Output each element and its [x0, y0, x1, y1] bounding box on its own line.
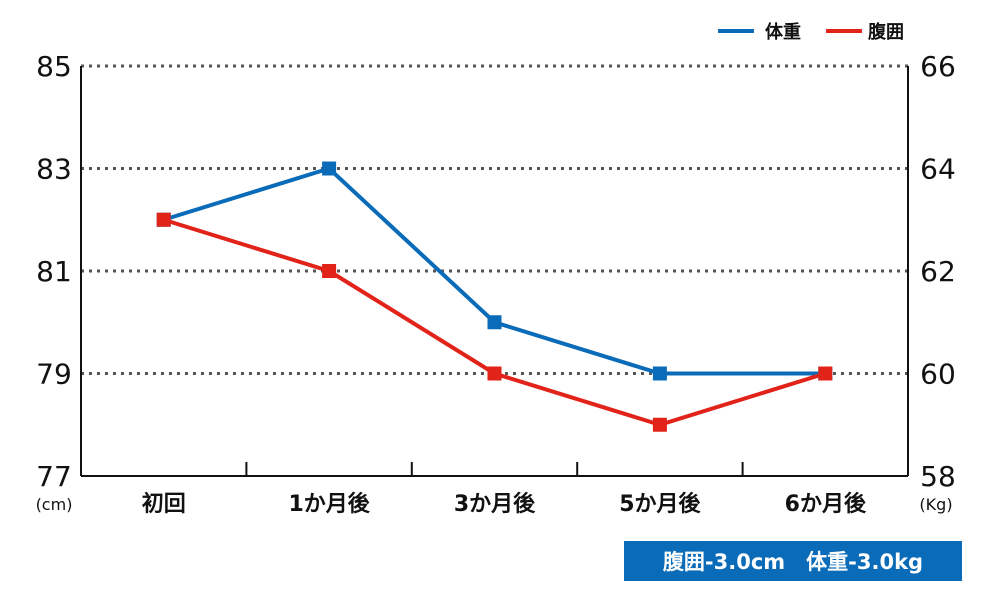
left-axis-unit: (cm): [36, 495, 73, 514]
left-tick-label: 77: [36, 460, 72, 493]
category-label: 6か月後: [785, 491, 867, 517]
legend: 体重 腹囲: [718, 21, 904, 43]
data-point: [487, 366, 502, 381]
right-tick-label: 64: [920, 153, 956, 186]
series-layer: [156, 161, 833, 432]
data-point: [322, 161, 337, 176]
category-label: 3か月後: [454, 491, 536, 517]
left-tick-label: 81: [36, 255, 72, 288]
right-tick-labels: 66 64 62 60 58: [920, 50, 956, 493]
left-tick-label: 83: [36, 153, 72, 186]
right-tick-label: 66: [920, 50, 956, 83]
category-labels: 初回 1か月後 3か月後 5か月後 6か月後: [142, 491, 867, 517]
right-tick-label: 62: [920, 255, 956, 288]
left-tick-labels: 85 83 81 79 77: [36, 50, 72, 493]
right-axis-unit: (Kg): [919, 495, 952, 514]
right-tick-label: 58: [920, 460, 956, 493]
data-point: [322, 264, 337, 278]
data-point: [818, 366, 833, 381]
series-line: [163, 166, 826, 376]
legend-label-waist: 腹囲: [868, 21, 904, 43]
category-label: 初回: [142, 491, 186, 517]
category-label: 1か月後: [288, 491, 370, 517]
left-tick-label: 79: [36, 358, 72, 391]
right-tick-label: 60: [920, 358, 956, 391]
category-label: 5か月後: [619, 491, 701, 517]
summary-badge: 腹囲-3.0cm 体重-3.0kg: [624, 541, 962, 581]
data-point: [652, 366, 667, 381]
legend-label-weight: 体重: [765, 21, 801, 43]
x-axis-ticks: [245, 462, 744, 476]
data-point: [652, 417, 667, 432]
data-point: [487, 315, 502, 330]
data-point: [156, 212, 171, 227]
left-tick-label: 85: [36, 50, 72, 83]
